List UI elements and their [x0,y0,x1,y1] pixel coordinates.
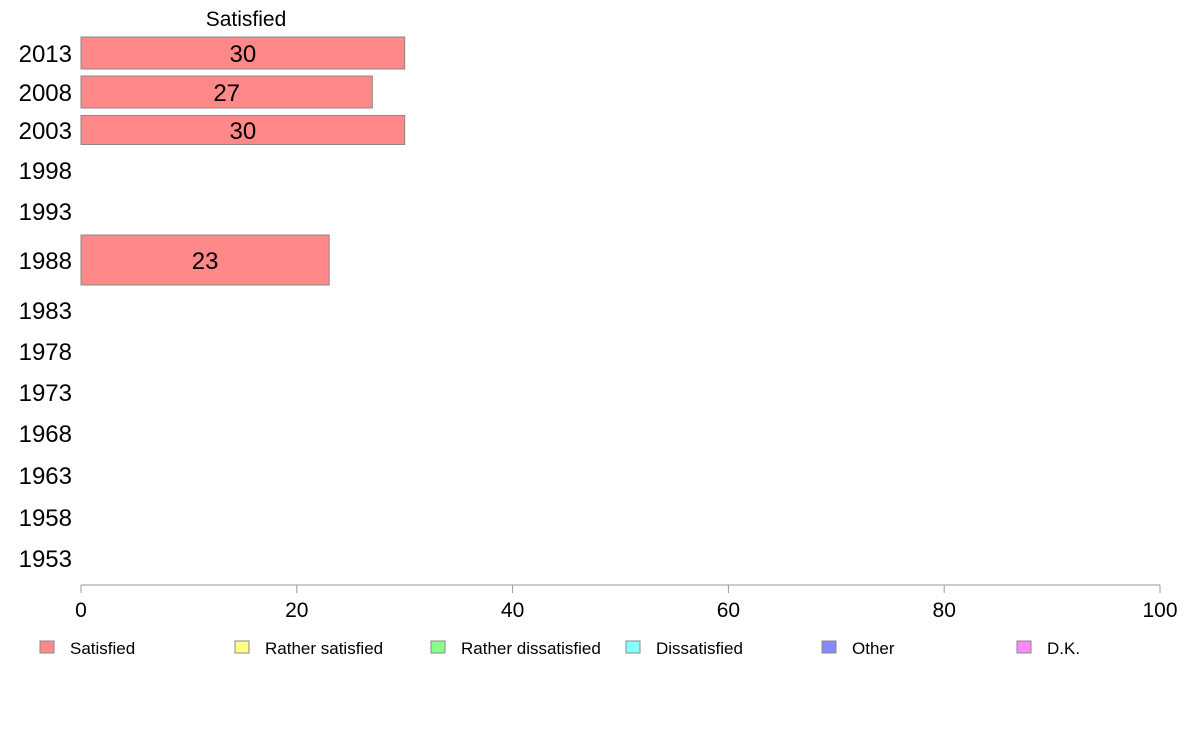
x-tick-label-40: 40 [501,599,524,622]
year-labels: 2013 2008 2003 1998 1993 1988 1983 1978 1973 1968… [19,41,72,573]
year-label-1993: 1993 [19,199,72,226]
bar-label-1988: 23 [192,248,219,275]
year-label-1973: 1973 [19,380,72,407]
legend: Satisfied Rather satisfied Rather dissatis… [39,639,1080,658]
year-label-1983: 1983 [19,298,72,325]
legend-label-d-k-: D.K. [1047,639,1080,658]
legend-label-rather-satisfied: Rather satisfied [265,639,383,658]
year-label-1978: 1978 [19,339,72,366]
bar-satisfied-2008 [80,75,373,109]
bar-satisfied-2013 [80,36,406,70]
legend-swatch-dissatisfied [625,640,641,654]
bar-label-2013: 30 [229,41,256,68]
column-header: Satisfied [206,8,287,31]
year-label-1968: 1968 [19,421,72,448]
year-label-2003: 2003 [19,118,72,145]
x-tick-label-100: 100 [1142,599,1177,622]
legend-label-other: Other [852,639,895,658]
x-tick-label-80: 80 [933,599,956,622]
bar-satisfied-2003 [80,115,406,145]
year-label-2013: 2013 [19,41,72,68]
x-tick-label-0: 0 [75,599,87,622]
legend-swatch-rather-dissatisfied [430,640,446,654]
year-label-2008: 2008 [19,80,72,107]
year-label-1953: 1953 [19,546,72,573]
year-label-1963: 1963 [19,463,72,490]
x-tick-label-60: 60 [717,599,740,622]
bar-label-2003: 30 [229,118,256,145]
legend-label-rather-dissatisfied: Rather dissatisfied [461,639,601,658]
legend-swatch-other [821,640,837,654]
year-label-1998: 1998 [19,158,72,185]
x-tick-label-20: 20 [285,599,308,622]
legend-label-satisfied: Satisfied [70,639,135,658]
x-axis: 0 20 40 60 80 100 [75,584,1178,622]
bar-label-2008: 27 [213,80,240,107]
bars: 30 27 30 23 [80,36,406,286]
legend-swatch-rather-satisfied [234,640,250,654]
legend-swatch-satisfied [39,640,55,654]
legend-label-dissatisfied: Dissatisfied [656,639,743,658]
bar-satisfied-1988 [80,234,330,286]
year-label-1988: 1988 [19,248,72,275]
legend-swatch-d-k- [1016,640,1032,654]
year-label-1958: 1958 [19,505,72,532]
